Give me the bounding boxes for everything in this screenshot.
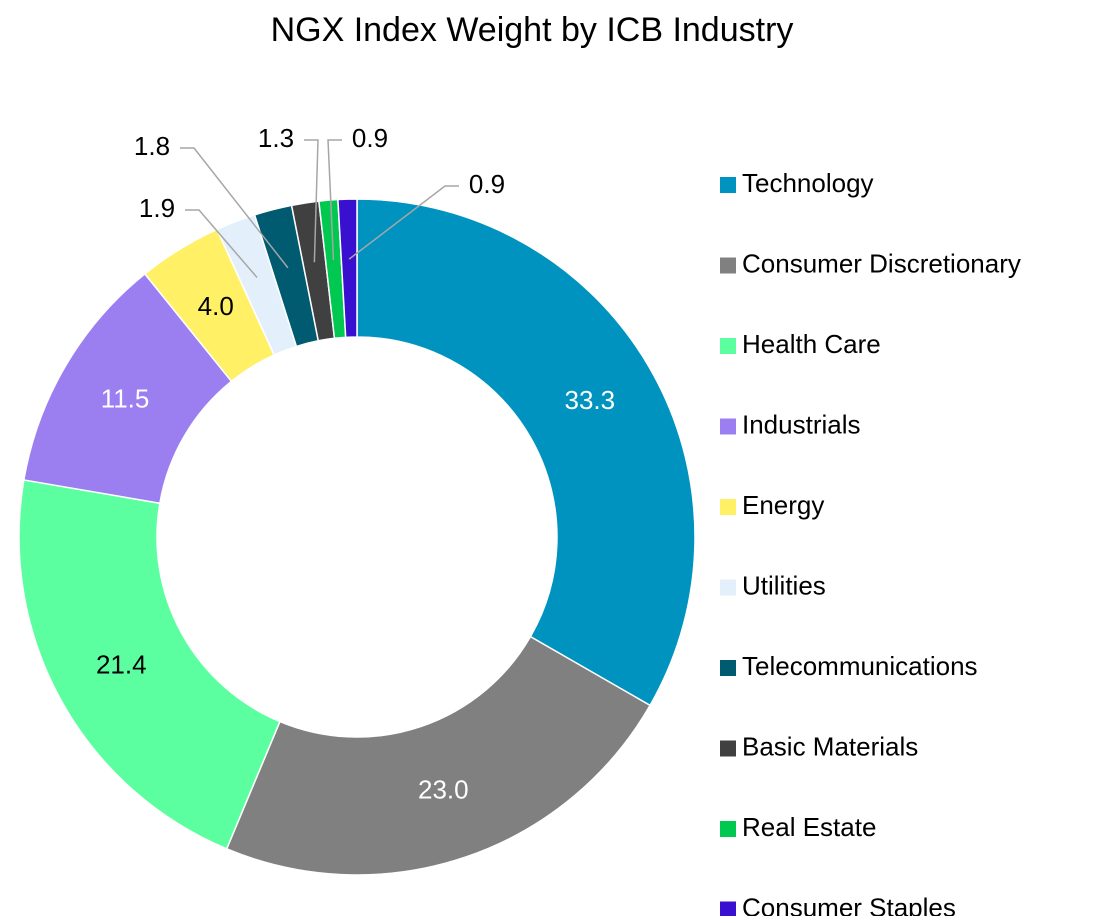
legend-swatch xyxy=(720,740,736,757)
legend-swatch xyxy=(720,418,736,435)
data-label: 21.4 xyxy=(96,649,147,679)
legend-swatch xyxy=(720,901,736,916)
data-label: 23.0 xyxy=(418,775,469,805)
legend-label: Technology xyxy=(742,168,874,198)
leader-line xyxy=(304,139,319,263)
legend-label: Industrials xyxy=(742,409,861,439)
donut-slice xyxy=(337,198,358,339)
leader-line xyxy=(348,185,459,260)
data-label: 1.9 xyxy=(139,193,175,223)
data-label: 4.0 xyxy=(198,291,234,321)
legend-swatch xyxy=(720,177,736,193)
legend-label: Basic Materials xyxy=(742,731,918,761)
legend-label: Consumer Discretionary xyxy=(742,248,1021,278)
data-label: 0.9 xyxy=(352,123,388,153)
data-label: 33.3 xyxy=(565,385,616,415)
legend-swatch xyxy=(720,499,736,515)
legend-label: Telecommunications xyxy=(742,651,978,681)
donut-slice xyxy=(225,635,652,876)
leader-line xyxy=(180,147,289,269)
chart-title: NGX Index Weight by ICB Industry xyxy=(271,11,794,49)
legend-swatch xyxy=(720,579,736,596)
legend-label: Energy xyxy=(742,490,824,520)
legend-label: Real Estate xyxy=(742,812,876,842)
leader-line xyxy=(327,139,342,261)
data-label: 11.5 xyxy=(101,384,150,414)
data-label: 1.8 xyxy=(134,131,170,161)
legend-swatch xyxy=(720,660,736,676)
donut-slice xyxy=(356,198,696,707)
donut-slice xyxy=(18,479,281,850)
legend-label: Health Care xyxy=(742,329,881,359)
data-label: 1.3 xyxy=(258,123,294,153)
leader-line xyxy=(185,209,258,279)
legend-label: Consumer Staples xyxy=(742,892,956,916)
legend-swatch xyxy=(720,338,736,354)
legend-label: Utilities xyxy=(742,570,826,600)
legend-swatch xyxy=(720,257,736,274)
legend-swatch xyxy=(720,821,736,837)
data-label: 0.9 xyxy=(469,169,505,199)
